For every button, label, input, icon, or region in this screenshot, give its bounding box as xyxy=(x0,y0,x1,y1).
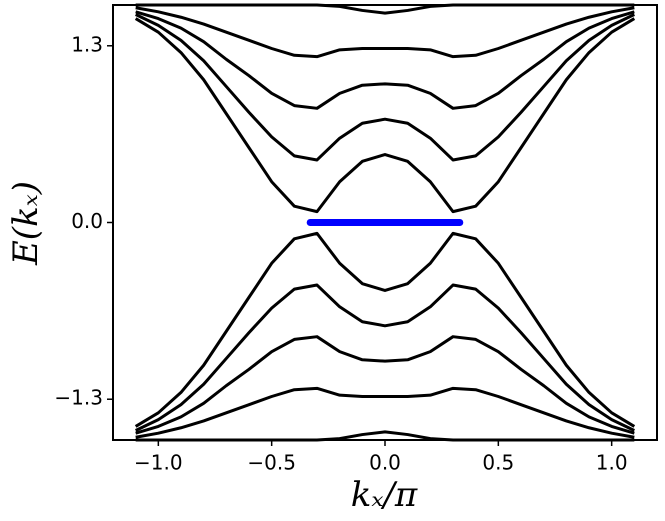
y-tick-label: 0.0 xyxy=(71,209,103,233)
band xyxy=(135,386,635,439)
band xyxy=(135,283,635,432)
band xyxy=(135,430,635,442)
band xyxy=(134,17,636,214)
band xyxy=(135,13,635,162)
band xyxy=(134,231,636,428)
x-tick-label: 1.0 xyxy=(596,451,628,475)
band xyxy=(135,6,635,59)
y-tick-label: 1.3 xyxy=(71,32,103,56)
x-axis-label: kₓ/π xyxy=(351,475,418,515)
x-tick-label: −1.0 xyxy=(134,451,183,475)
plot-frame xyxy=(112,4,658,441)
x-tick-label: 0.5 xyxy=(482,451,514,475)
x-tick-label: 0.0 xyxy=(369,451,401,475)
x-tick-label: −0.5 xyxy=(247,451,296,475)
band xyxy=(135,335,635,435)
band xyxy=(135,3,635,15)
y-axis-label: E(kₓ) xyxy=(6,181,46,266)
y-tick-label: −1.3 xyxy=(54,386,103,410)
band xyxy=(135,10,635,110)
